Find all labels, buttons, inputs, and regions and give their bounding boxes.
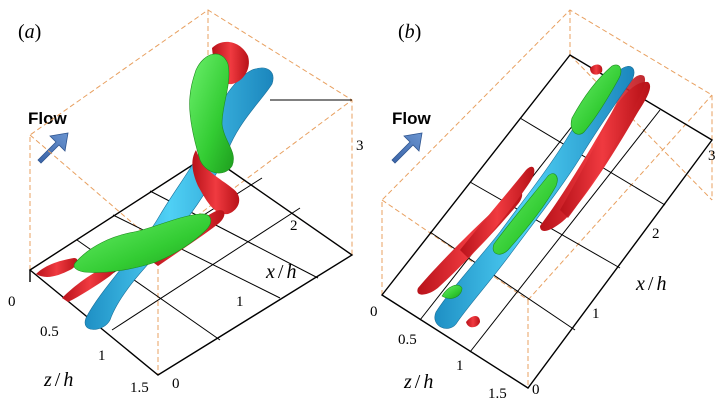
panel-b-red-structure [560, 74, 646, 218]
panel-b-z-tick: 1 [456, 358, 464, 374]
panel-b-flow-arrow-icon [391, 132, 423, 164]
panel-a: (a) Flow [8, 9, 364, 396]
panel-a-y-tick: 0 [172, 376, 180, 392]
panel-a-x-tick: 3 [356, 138, 364, 154]
panel-a-green-structure [189, 53, 234, 174]
panel-a-x-tick: 2 [290, 218, 298, 234]
panel-b-z-axis: 0 0.5 1 1.5 z / h 0 [370, 304, 540, 400]
panel-a-x-axis-title: x / h [265, 261, 296, 283]
panel-a-flow-arrow-icon [37, 132, 69, 164]
panel-a-cyan-tube [84, 67, 274, 330]
panel-a-x-tick: 1 [236, 294, 244, 310]
panel-a-x-axis: 1 2 3 x / h [236, 138, 364, 310]
panel-b-x-axis-title: x / h [635, 273, 666, 295]
panel-b-green-structure [492, 173, 558, 255]
panel-a-z-tick: 0.5 [40, 324, 59, 340]
panel-b-red-structure [590, 64, 603, 75]
panel-a-z-tick: 1.5 [130, 380, 149, 396]
panel-b-green-structure [441, 284, 463, 299]
panel-a-red-structure [62, 263, 118, 302]
panel-b-green-structure [570, 64, 622, 135]
panel-a-z-axis-title: z / h [43, 369, 73, 391]
panel-b-red-structure [466, 316, 480, 328]
panel-a-z-tick: 0 [8, 294, 16, 310]
panel-a-z-axis: 0 0.5 1 1.5 z / h 0 [8, 294, 180, 396]
panel-a-label: (a) [18, 21, 41, 43]
panel-b-z-tick: 1.5 [488, 386, 507, 400]
panel-a-flow-label: Flow [28, 109, 67, 128]
panel-b-x-axis: 1 2 3 x / h [592, 148, 716, 322]
panel-b-z-axis-title: z / h [403, 371, 433, 393]
panel-b: (b) Flow [370, 9, 716, 400]
panel-b-y-tick: 0 [532, 382, 540, 398]
panel-b-z-tick: 0 [370, 304, 378, 320]
panel-b-label: (b) [398, 21, 421, 43]
panel-b-vortex-structures [417, 64, 651, 329]
panel-b-x-tick: 1 [592, 306, 600, 322]
panel-a-green-structure [73, 213, 212, 273]
panel-a-red-structure [36, 258, 78, 277]
panel-b-x-tick: 2 [652, 226, 660, 242]
panel-b-flow-label: Flow [392, 109, 431, 128]
panel-b-red-structure [460, 166, 535, 258]
panel-a-vortex-structures [36, 41, 274, 330]
panel-a-z-tick: 1 [98, 348, 106, 364]
panel-b-x-tick: 3 [708, 148, 716, 164]
panel-b-z-tick: 0.5 [398, 332, 417, 348]
